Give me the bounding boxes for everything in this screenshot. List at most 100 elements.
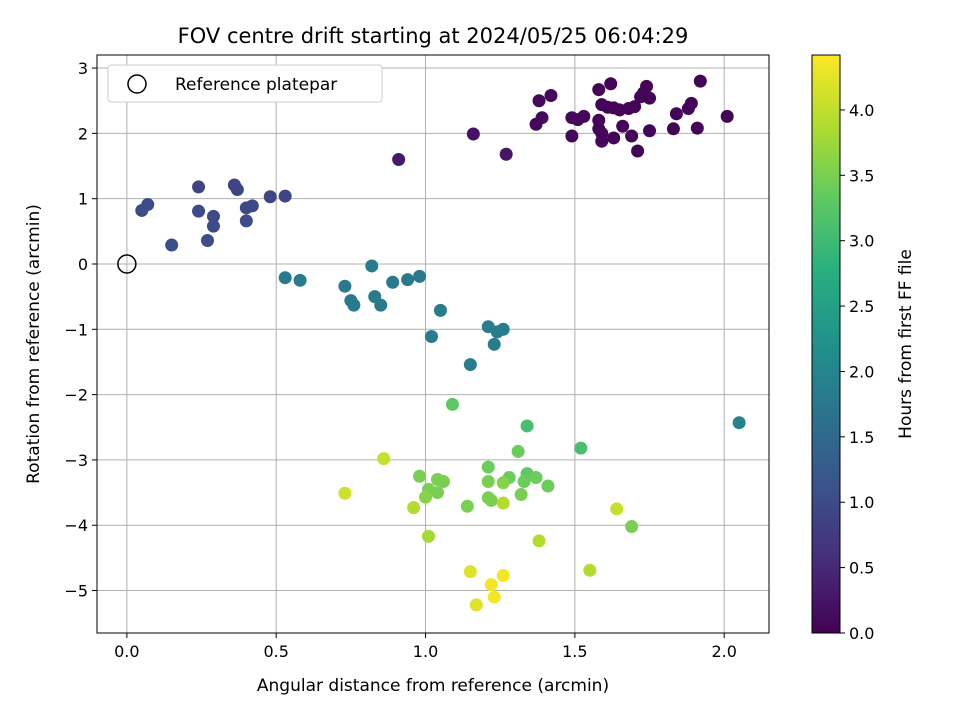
- colorbar-tick-label: 2.5: [849, 297, 874, 316]
- data-point: [625, 520, 639, 534]
- data-point: [732, 416, 746, 430]
- y-tick-label: −3: [64, 451, 88, 470]
- data-point: [613, 103, 627, 117]
- data-point: [430, 486, 444, 500]
- data-point: [278, 189, 292, 203]
- y-tick-label: 1: [78, 190, 88, 209]
- colorbar-tick-label: 1.0: [849, 493, 874, 512]
- chart-title: FOV centre drift starting at 2024/05/25 …: [178, 24, 689, 48]
- data-point: [206, 209, 220, 223]
- x-tick-label: 2.0: [711, 642, 736, 661]
- y-axis-ticks: −5 −4 −3 −2 −1 0 1 2 3: [64, 59, 97, 601]
- data-point: [239, 214, 253, 228]
- data-point: [460, 499, 474, 513]
- data-point: [604, 77, 618, 91]
- data-point: [401, 273, 415, 287]
- data-point: [499, 147, 513, 161]
- data-point: [445, 397, 459, 411]
- data-point: [413, 269, 427, 283]
- colorbar-tick-label: 3.5: [849, 166, 874, 185]
- data-point: [278, 271, 292, 285]
- data-point: [425, 329, 439, 343]
- data-point: [433, 303, 447, 317]
- data-point: [529, 471, 543, 485]
- data-point: [541, 479, 555, 493]
- data-point: [386, 275, 400, 289]
- data-point: [496, 569, 510, 583]
- colorbar-tick-label: 0.5: [849, 559, 874, 578]
- data-point: [532, 94, 546, 108]
- data-point: [631, 144, 645, 158]
- x-tick-label: 1.0: [413, 642, 438, 661]
- data-point: [407, 501, 421, 515]
- legend: Reference platepar: [107, 64, 383, 103]
- data-point: [463, 358, 477, 372]
- data-point: [643, 124, 657, 138]
- data-point: [469, 598, 483, 612]
- data-point: [201, 233, 215, 247]
- data-points: [135, 74, 746, 612]
- data-point: [574, 441, 588, 455]
- y-tick-label: 3: [78, 59, 88, 78]
- data-point: [481, 474, 495, 488]
- grid-lines: [97, 55, 769, 633]
- data-point: [239, 201, 253, 215]
- data-point: [413, 469, 427, 483]
- y-tick-label: −2: [64, 386, 88, 405]
- data-point: [338, 279, 352, 293]
- data-point: [263, 190, 277, 204]
- x-tick-label: 0.0: [114, 642, 139, 661]
- data-point: [463, 565, 477, 579]
- data-point: [514, 488, 528, 502]
- data-point: [571, 113, 585, 127]
- data-point: [484, 493, 498, 507]
- data-point: [230, 183, 244, 197]
- data-point: [135, 203, 149, 217]
- y-tick-label: −1: [64, 320, 88, 339]
- data-point: [206, 219, 220, 233]
- data-point: [681, 102, 695, 116]
- legend-marker: [127, 74, 147, 94]
- data-point: [610, 502, 624, 516]
- data-point: [693, 74, 707, 88]
- data-point: [165, 238, 179, 252]
- colorbar-tick-label: 2.0: [849, 362, 874, 381]
- x-axis-ticks: 0.0 0.5 1.0 1.5 2.0: [114, 633, 737, 661]
- data-point: [592, 83, 606, 97]
- data-point: [347, 298, 361, 312]
- data-point: [487, 590, 501, 604]
- data-point: [338, 486, 352, 500]
- data-point: [490, 325, 504, 339]
- data-point: [496, 476, 510, 490]
- data-point: [520, 419, 534, 433]
- data-point: [484, 578, 498, 592]
- data-point: [628, 100, 642, 114]
- data-point: [517, 474, 531, 488]
- data-point: [529, 117, 543, 131]
- data-point: [544, 88, 558, 102]
- data-point: [466, 127, 480, 141]
- y-tick-label: −4: [64, 516, 88, 535]
- data-point: [595, 134, 609, 148]
- data-point: [481, 460, 495, 474]
- data-point: [616, 119, 630, 133]
- data-point: [643, 91, 657, 105]
- legend-box: [107, 64, 383, 103]
- data-point: [601, 100, 615, 114]
- data-point: [192, 180, 206, 194]
- data-point: [192, 204, 206, 218]
- y-tick-label: 0: [78, 255, 88, 274]
- data-point: [583, 563, 597, 577]
- data-point: [607, 131, 621, 145]
- colorbar-tick-label: 4.0: [849, 101, 874, 120]
- y-axis-label: Rotation from reference (arcmin): [24, 204, 44, 484]
- x-tick-label: 1.5: [562, 642, 587, 661]
- data-point: [419, 490, 433, 504]
- colorbar-label: Hours from first FF file: [896, 249, 916, 439]
- data-point: [496, 496, 510, 510]
- reference-point-marker: [117, 254, 137, 274]
- colorbar-gradient: [811, 54, 841, 634]
- data-point: [625, 129, 639, 143]
- data-point: [532, 534, 546, 548]
